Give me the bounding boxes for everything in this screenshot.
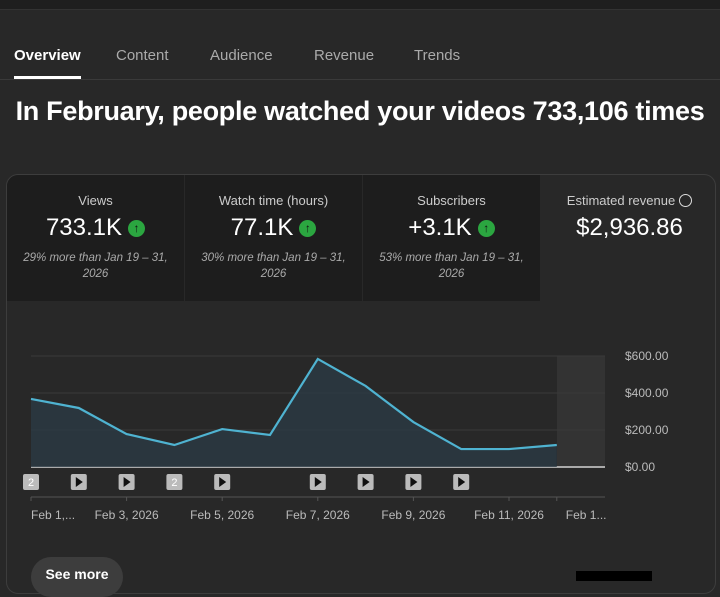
x-tick-label: Feb 3, 2026: [95, 508, 159, 522]
see-more-button[interactable]: See more: [31, 557, 123, 597]
video-count-label: 2: [28, 477, 34, 489]
x-tick-label: Feb 5, 2026: [190, 508, 254, 522]
y-tick-label: $200.00: [625, 423, 669, 437]
y-tick-label: $600.00: [625, 349, 669, 363]
x-tick-label: Feb 7, 2026: [286, 508, 350, 522]
y-tick-label: $0.00: [625, 460, 655, 474]
video-count-label: 2: [171, 477, 177, 489]
forecast-region: [557, 356, 605, 467]
x-tick-label: Feb 9, 2026: [381, 508, 445, 522]
x-tick-label: Feb 1...: [566, 508, 607, 522]
revenue-chart: $600.00 $400.00 $200.00 $0.00 2 2 Feb 1,... Feb…: [0, 0, 720, 575]
x-tick-label: Feb 1,...: [31, 508, 75, 522]
x-tick-label: Feb 11, 2026: [474, 508, 544, 522]
y-tick-label: $400.00: [625, 386, 669, 400]
area-fill: [31, 359, 557, 467]
overlay-block: [576, 571, 652, 581]
